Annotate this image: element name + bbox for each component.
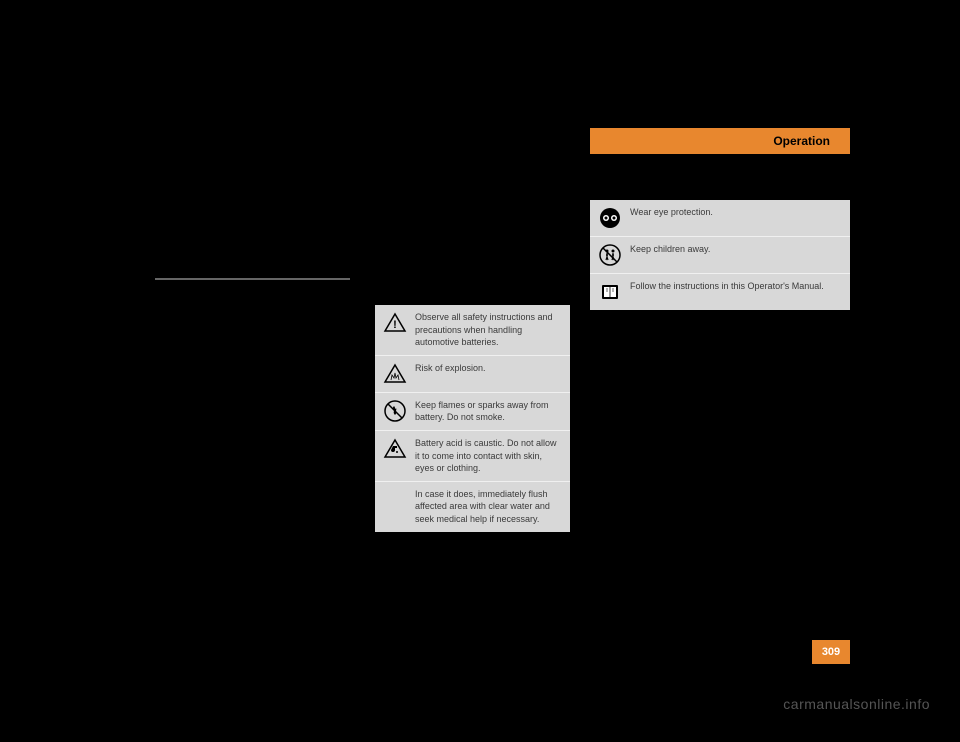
divider-line bbox=[155, 278, 350, 280]
blank-icon bbox=[383, 488, 407, 512]
acid-icon bbox=[383, 437, 407, 461]
warning-row: Keep flames or sparks away from battery.… bbox=[375, 393, 570, 431]
warning-row: Risk of explosion. bbox=[375, 356, 570, 393]
explosion-icon bbox=[383, 362, 407, 386]
warnings-table-right: Wear eye protection. Keep children away. bbox=[590, 200, 850, 310]
manual-icon bbox=[598, 280, 622, 304]
warning-row: Wear eye protection. bbox=[590, 200, 850, 237]
page-number-tab: 309 bbox=[812, 640, 850, 664]
warning-text: Observe all safety instructions and prec… bbox=[415, 311, 562, 349]
warning-row: ! Observe all safety instructions and pr… bbox=[375, 305, 570, 356]
warning-text: Follow the instructions in this Operator… bbox=[630, 280, 842, 293]
no-flames-icon bbox=[383, 399, 407, 423]
svg-text:!: ! bbox=[393, 319, 397, 331]
warning-text: Keep flames or sparks away from battery.… bbox=[415, 399, 562, 424]
warning-row: Battery acid is caustic. Do not allow it… bbox=[375, 431, 570, 482]
warning-row: In case it does, immediately flush affec… bbox=[375, 482, 570, 532]
eye-protection-icon bbox=[598, 206, 622, 230]
header-tab: Operation bbox=[590, 128, 850, 154]
warning-text: Wear eye protection. bbox=[630, 206, 842, 219]
no-children-icon bbox=[598, 243, 622, 267]
warning-row: Keep children away. bbox=[590, 237, 850, 274]
section-title: Operation bbox=[773, 134, 830, 148]
watermark: carmanualsonline.info bbox=[783, 696, 930, 712]
warning-text: Risk of explosion. bbox=[415, 362, 562, 375]
page-number: 309 bbox=[822, 646, 840, 658]
warning-text: Battery acid is caustic. Do not allow it… bbox=[415, 437, 562, 475]
warning-triangle-icon: ! bbox=[383, 311, 407, 335]
warnings-table-left: ! Observe all safety instructions and pr… bbox=[375, 305, 570, 532]
warning-text: In case it does, immediately flush affec… bbox=[415, 488, 562, 526]
warning-text: Keep children away. bbox=[630, 243, 842, 256]
warning-row: Follow the instructions in this Operator… bbox=[590, 274, 850, 310]
